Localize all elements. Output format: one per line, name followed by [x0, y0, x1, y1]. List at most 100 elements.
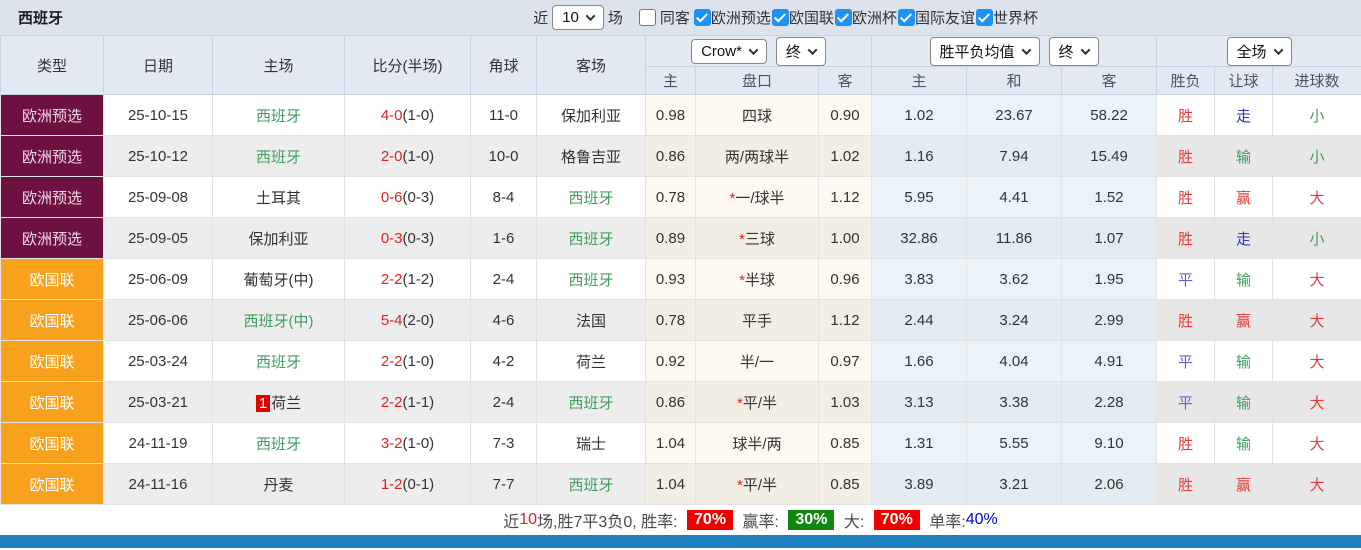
fulltime-score: 3-2 — [380, 434, 403, 452]
handicap-cell: *平/半 — [695, 381, 819, 423]
competition-type-cell: 欧洲预选 — [0, 135, 104, 177]
corner-cell: 7-7 — [470, 463, 537, 505]
fulltime-score: 1-2 — [380, 475, 403, 493]
score-cell: 0-6(0-3) — [344, 176, 471, 218]
match-scope-select[interactable]: 全场 — [1226, 36, 1292, 66]
winloss-result-cell: 胜 — [1156, 299, 1216, 341]
mean-home-cell: 1.16 — [871, 135, 968, 177]
goals-result-cell: 大 — [1272, 381, 1361, 423]
date-cell: 24-11-16 — [103, 463, 213, 505]
score-cell: 2-2(1-1) — [344, 381, 471, 423]
score-cell: 3-2(1-0) — [344, 422, 471, 464]
mean-draw-cell: 5.55 — [966, 422, 1063, 464]
competition-type-cell: 欧洲预选 — [0, 217, 104, 259]
mean-away-cell: 2.06 — [1061, 463, 1158, 505]
same-away-label: 同客 — [659, 10, 690, 27]
handicap-star: * — [729, 189, 736, 207]
filters: 近 10 场 同客 欧洲预选 欧国联 欧洲杯 国际友谊 世界杯 — [529, 5, 1039, 30]
fulltime-score: 0-6 — [380, 188, 403, 206]
handicap-text: 平/半 — [742, 476, 777, 494]
score-cell: 5-4(2-0) — [344, 299, 471, 341]
halftime-score: (1-0) — [402, 106, 435, 124]
home-team-cell: 土耳其 — [212, 176, 345, 218]
chevron-down-icon — [807, 44, 818, 55]
handicap-cell: *半球 — [695, 258, 819, 300]
odds-time-select[interactable]: 终 — [775, 36, 826, 66]
recent-matches-value: 10 — [562, 9, 579, 26]
date-cell: 25-06-06 — [103, 299, 213, 341]
mean-draw-cell: 4.41 — [966, 176, 1063, 218]
handicap-result-cell: 赢 — [1214, 299, 1274, 341]
score-cell: 4-0(1-0) — [344, 94, 471, 136]
competition-filter[interactable]: 欧洲杯 — [834, 7, 898, 28]
competition-filter[interactable]: 世界杯 — [975, 7, 1039, 28]
mean-draw-cell: 7.94 — [966, 135, 1063, 177]
winloss-result-cell: 胜 — [1156, 463, 1216, 505]
checkbox-checked-icon[interactable] — [771, 9, 789, 26]
home-odds-cell: 0.93 — [645, 258, 696, 300]
halftime-score: (0-1) — [402, 475, 435, 493]
goals-result-cell: 大 — [1272, 463, 1361, 505]
home-team-name: 西班牙 — [255, 148, 301, 166]
away-odds-cell: 1.02 — [817, 135, 873, 177]
home-odds-cell: 1.04 — [645, 422, 696, 464]
goals-result-cell: 小 — [1272, 217, 1361, 259]
corner-cell: 8-4 — [470, 176, 537, 218]
away-team-name: 西班牙 — [568, 230, 614, 248]
halftime-score: (1-0) — [402, 352, 435, 370]
goals-result-cell: 大 — [1272, 422, 1361, 464]
header-corner: 角球 — [470, 35, 537, 95]
checkbox-checked-icon[interactable] — [834, 9, 852, 26]
competition-type-cell: 欧国联 — [0, 258, 104, 300]
checkbox-checked-icon[interactable] — [693, 9, 711, 26]
halftime-score: (0-3) — [402, 229, 435, 247]
odds-company-select[interactable]: Crow* — [691, 38, 767, 64]
summary-text: 10 — [519, 511, 538, 528]
recent-matches-select[interactable]: 10 — [552, 5, 604, 30]
winloss-result-cell: 胜 — [1156, 217, 1216, 259]
competition-type-cell: 欧国联 — [0, 299, 104, 341]
away-team-cell: 西班牙 — [536, 176, 646, 218]
competition-filter[interactable]: 欧洲预选 — [693, 7, 772, 28]
fulltime-score: 2-2 — [380, 393, 403, 411]
home-team-name: 土耳其 — [255, 189, 301, 207]
winloss-result-cell: 平 — [1156, 340, 1216, 382]
subheader-mean-draw: 和 — [966, 66, 1063, 95]
score-cell: 0-3(0-3) — [344, 217, 471, 259]
home-team-cell: 葡萄牙(中) — [212, 258, 345, 300]
corner-cell: 11-0 — [470, 94, 537, 136]
summary-rate-badge: 70% — [687, 510, 734, 530]
away-team-name: 保加利亚 — [560, 107, 621, 125]
mean-home-cell: 2.44 — [871, 299, 968, 341]
away-team-cell: 西班牙 — [536, 381, 646, 423]
mean-draw-cell: 3.24 — [966, 299, 1063, 341]
mean-away-cell: 4.91 — [1061, 340, 1158, 382]
mean-type-select[interactable]: 胜平负均值 — [929, 36, 1040, 66]
handicap-cell: 两/两球半 — [695, 135, 819, 177]
goals-result-cell: 大 — [1272, 176, 1361, 218]
mean-draw-cell: 3.38 — [966, 381, 1063, 423]
table-row: 欧国联 24-11-19 西班牙 3-2(1-0) 7-3 瑞士 1.04 球半/两 0.85 1… — [0, 422, 1361, 464]
away-odds-cell: 1.12 — [817, 299, 873, 341]
away-team-cell: 西班牙 — [536, 463, 646, 505]
mean-time-select[interactable]: 终 — [1048, 36, 1099, 66]
mean-home-cell: 3.89 — [871, 463, 968, 505]
competition-filter-label: 欧国联 — [788, 10, 834, 27]
corner-cell: 1-6 — [470, 217, 537, 259]
competition-filter[interactable]: 国际友谊 — [897, 7, 976, 28]
date-cell: 24-11-19 — [103, 422, 213, 464]
away-team-name: 法国 — [575, 312, 606, 330]
score-cell: 2-2(1-2) — [344, 258, 471, 300]
checkbox-checked-icon[interactable] — [975, 9, 993, 26]
handicap-text: 平手 — [741, 312, 772, 330]
handicap-text: 四球 — [741, 107, 772, 125]
subheader-handicap: 盘口 — [695, 66, 819, 95]
checkbox-checked-icon[interactable] — [897, 9, 915, 26]
competition-filter[interactable]: 欧国联 — [771, 7, 835, 28]
home-odds-cell: 0.86 — [645, 381, 696, 423]
handicap-text: 半球 — [744, 271, 775, 289]
mean-draw-cell: 4.04 — [966, 340, 1063, 382]
table-row: 欧国联 25-06-09 葡萄牙(中) 2-2(1-2) 2-4 西班牙 0.93 *半球 0.… — [0, 258, 1361, 300]
away-odds-cell: 0.85 — [817, 422, 873, 464]
same-away-checkbox[interactable] — [638, 9, 656, 26]
